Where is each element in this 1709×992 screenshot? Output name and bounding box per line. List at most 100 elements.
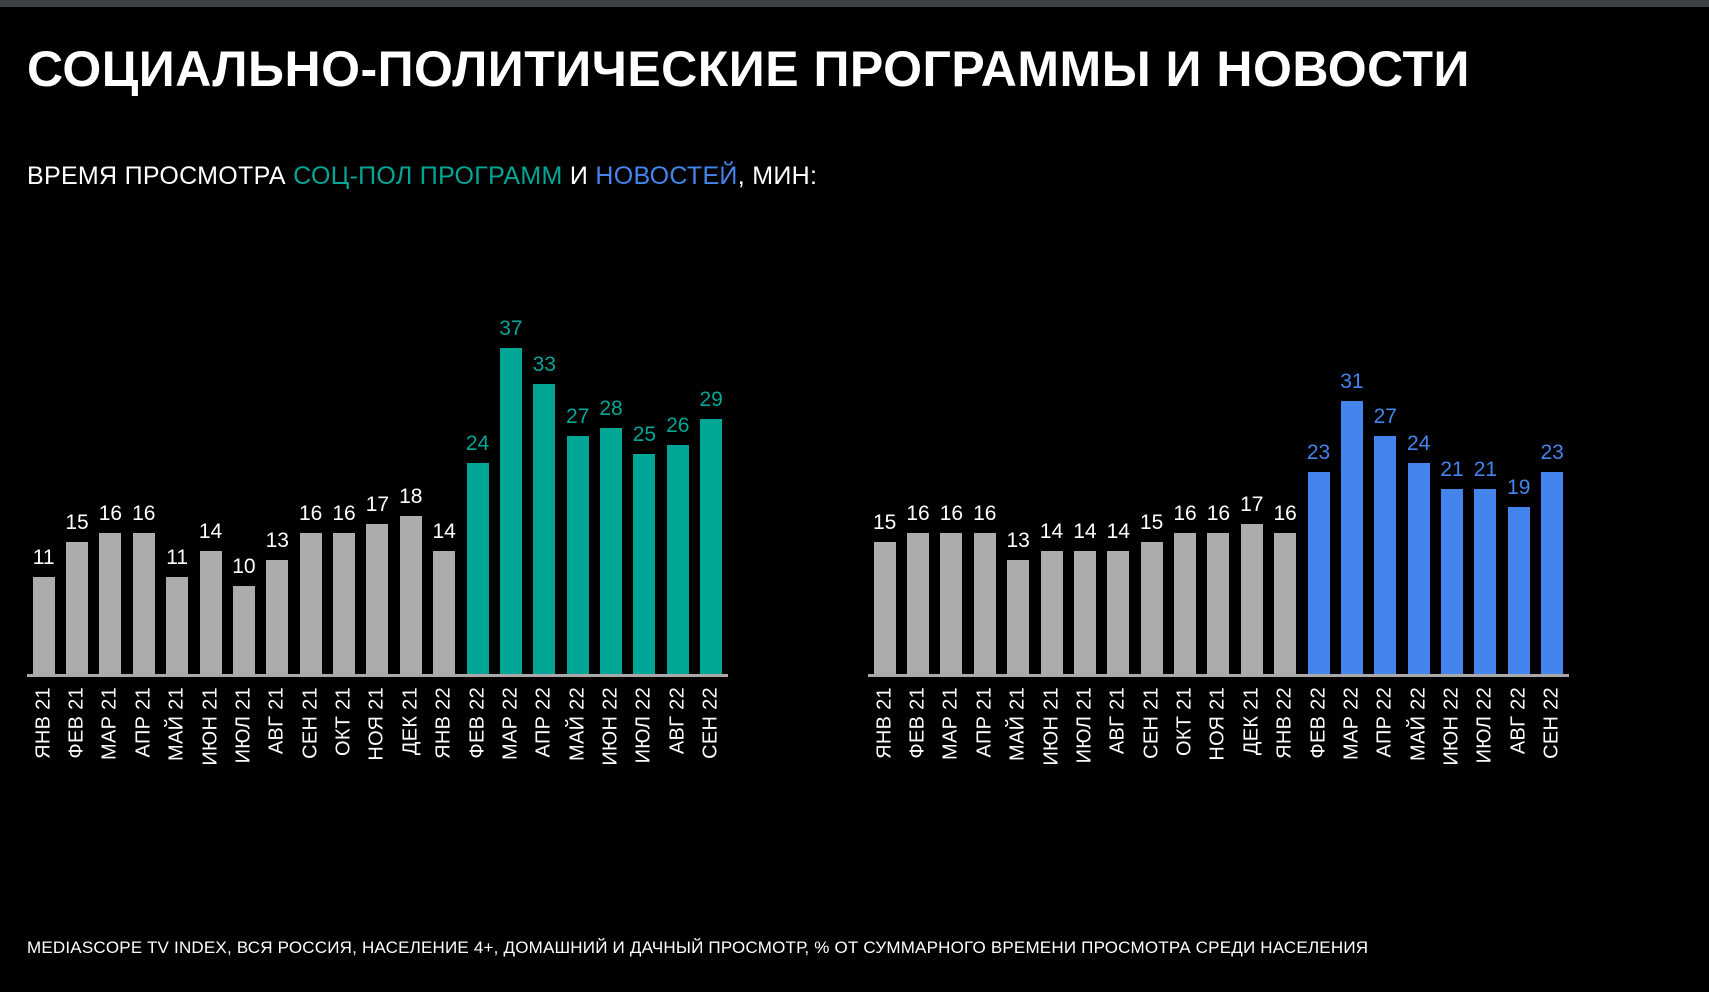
news-x-axis: ЯНВ 21 ФЕВ 21 МАР 21 АПР 21 МАЙ 21 ИЮН 21 ИЮЛ … xyxy=(868,677,1569,785)
socpol-bar-chart: 11 15 16 16 11 14 10 13 16 16 17 18 14 24 37 33 27 28 25 26… xyxy=(27,314,728,785)
bar-value-label: 23 xyxy=(1306,440,1331,464)
bar-value-label: 10 xyxy=(232,555,256,578)
x-axis-label-text: МАЙ 22 xyxy=(1407,687,1430,761)
bar xyxy=(1140,542,1163,674)
bar-value-label: 14 xyxy=(1039,519,1064,543)
x-axis-label: АВГ 22 xyxy=(1502,677,1535,785)
bar-column: 37 xyxy=(494,314,527,674)
bar-value-label: 16 xyxy=(1173,502,1197,526)
x-axis-label-text: ЯНВ 22 xyxy=(1273,687,1296,759)
x-axis-label-text: СЕН 22 xyxy=(699,687,722,759)
x-axis-label: АВГ 21 xyxy=(1102,677,1135,785)
bar-value-label: 16 xyxy=(973,502,997,526)
bar xyxy=(907,533,930,674)
bar xyxy=(1207,533,1230,674)
x-axis-label-text: ИЮН 22 xyxy=(1440,687,1463,766)
bar-value-label: 37 xyxy=(499,317,523,341)
subtitle-middle: И xyxy=(562,162,596,190)
bar xyxy=(1407,462,1430,674)
bar xyxy=(199,550,222,674)
bar xyxy=(600,427,623,674)
x-axis-label-text: АВГ 21 xyxy=(265,687,288,755)
bar-value-label: 15 xyxy=(1140,511,1164,534)
x-axis-label: АПР 21 xyxy=(968,677,1001,785)
x-axis-label-text: ЯНВ 21 xyxy=(873,687,896,759)
x-axis-label-text: ФЕВ 22 xyxy=(466,687,489,759)
x-axis-label: НОЯ 21 xyxy=(361,677,394,785)
x-axis-label: ДЕК 21 xyxy=(1235,677,1268,785)
x-axis-label-text: ИЮН 21 xyxy=(199,687,222,766)
bar-value-label: 14 xyxy=(1106,519,1130,543)
x-axis-label-text: ФЕВ 21 xyxy=(906,687,929,759)
bar-value-label: 21 xyxy=(1473,458,1498,482)
bar xyxy=(1274,533,1297,674)
bar xyxy=(333,533,356,674)
bar xyxy=(566,436,589,674)
bar-column: 23 xyxy=(1536,314,1569,674)
bar-column: 21 xyxy=(1469,314,1502,674)
x-axis-label: МАЙ 21 xyxy=(161,677,194,785)
bar-value-label: 14 xyxy=(198,519,223,543)
x-axis-label-text: МАЙ 21 xyxy=(165,687,188,761)
bar-column: 13 xyxy=(261,314,294,674)
bar-column: 21 xyxy=(1435,314,1468,674)
x-axis-label-text: АПР 21 xyxy=(132,687,155,758)
window-chrome-strip xyxy=(0,0,1709,7)
bar-value-label: 17 xyxy=(1240,493,1264,517)
bar-value-label: 19 xyxy=(1507,475,1531,499)
x-axis-label-text: ФЕВ 22 xyxy=(1307,687,1330,759)
bar xyxy=(1507,506,1530,674)
bar-value-label: 15 xyxy=(65,511,89,534)
bar xyxy=(1007,559,1030,674)
x-axis-label-text: АВГ 21 xyxy=(1106,687,1129,755)
bar-column: 14 xyxy=(194,314,227,674)
bar-value-label: 16 xyxy=(98,502,123,526)
bar xyxy=(232,586,255,674)
bar xyxy=(32,577,55,674)
x-axis-label: ФЕВ 22 xyxy=(1302,677,1335,785)
bar xyxy=(433,550,456,674)
chart-subtitle: ВРЕМЯ ПРОСМОТРА СОЦ-ПОЛ ПРОГРАММ И НОВОС… xyxy=(27,162,817,191)
x-axis-label: ЯНВ 21 xyxy=(868,677,901,785)
x-axis-label-text: АВГ 22 xyxy=(1507,687,1530,755)
bar xyxy=(633,454,656,674)
x-axis-label: ФЕВ 21 xyxy=(60,677,93,785)
bar-column: 25 xyxy=(628,314,661,674)
bar-value-label: 23 xyxy=(1540,440,1564,464)
bar xyxy=(1340,401,1363,674)
bar-column: 16 xyxy=(935,314,968,674)
bar xyxy=(132,533,155,674)
bar-column: 16 xyxy=(1269,314,1302,674)
bar-column: 27 xyxy=(561,314,594,674)
bar xyxy=(1441,489,1464,674)
bar-column: 13 xyxy=(1002,314,1035,674)
bar xyxy=(499,348,522,674)
bar-column: 28 xyxy=(594,314,627,674)
bar-value-label: 17 xyxy=(365,493,390,517)
bar xyxy=(466,462,489,674)
bar-value-label: 11 xyxy=(166,546,189,570)
x-axis-label-text: ДЕК 21 xyxy=(399,687,422,756)
x-axis-label-text: МАЙ 22 xyxy=(566,687,589,761)
x-axis-label-text: ЯНВ 21 xyxy=(32,687,55,759)
x-axis-label: ИЮЛ 22 xyxy=(1469,677,1502,785)
x-axis-label: МАР 22 xyxy=(1335,677,1368,785)
subtitle-socpol-highlight: СОЦ-ПОЛ ПРОГРАММ xyxy=(293,162,563,190)
x-axis-label-text: СЕН 22 xyxy=(1540,687,1563,759)
x-axis-label: ЯНВ 21 xyxy=(27,677,60,785)
bar xyxy=(666,445,689,674)
subtitle-prefix: ВРЕМЯ ПРОСМОТРА xyxy=(27,162,294,190)
bar-value-label: 29 xyxy=(699,387,723,411)
x-axis-label: ИЮЛ 22 xyxy=(628,677,661,785)
bar xyxy=(399,515,422,674)
bar xyxy=(299,533,322,674)
x-axis-label: АВГ 21 xyxy=(261,677,294,785)
subtitle-suffix: , МИН: xyxy=(737,162,818,190)
bar-column: 10 xyxy=(227,314,260,674)
bar-value-label: 14 xyxy=(432,519,456,543)
bar-value-label: 33 xyxy=(532,352,556,376)
socpol-x-axis: ЯНВ 21 ФЕВ 21 МАР 21 АПР 21 МАЙ 21 ИЮН 21 ИЮЛ … xyxy=(27,677,728,785)
x-axis-label-text: МАЙ 21 xyxy=(1006,687,1029,761)
x-axis-label: ОКТ 21 xyxy=(1168,677,1201,785)
bar-value-label: 24 xyxy=(465,431,490,455)
